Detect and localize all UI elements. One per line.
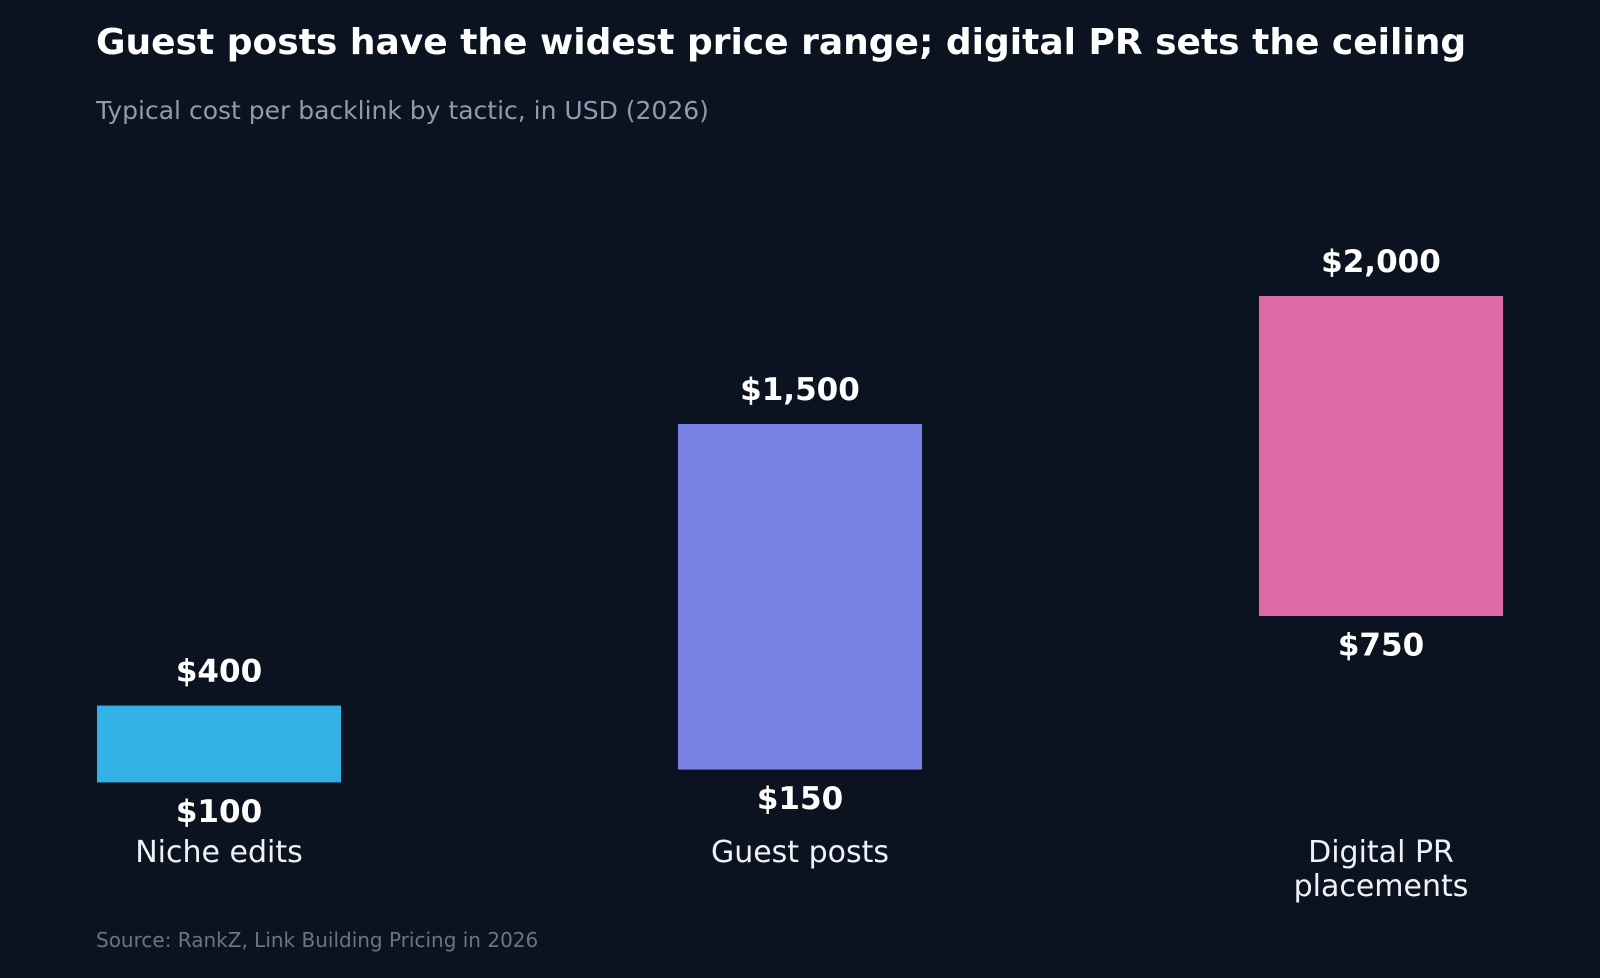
low-value-label-2: $750 <box>1338 627 1424 663</box>
range-bar-1 <box>678 424 922 770</box>
category-label-0: Niche edits <box>135 835 303 870</box>
source-note: Source: RankZ, Link Building Pricing in … <box>96 928 539 952</box>
chart-subtitle: Typical cost per backlink by tactic, in … <box>96 96 709 125</box>
category-label-2: Digital PR placements <box>1294 835 1469 904</box>
chart-title: Guest posts have the widest price range;… <box>96 22 1467 63</box>
low-value-label-1: $150 <box>757 781 843 817</box>
category-label-1: Guest posts <box>711 835 889 870</box>
high-value-label-2: $2,000 <box>1321 244 1441 280</box>
low-value-label-0: $100 <box>176 794 262 830</box>
high-value-label-1: $1,500 <box>740 372 860 408</box>
range-bar-2 <box>1259 296 1503 616</box>
high-value-label-0: $400 <box>176 654 262 690</box>
range-bar-0 <box>97 705 341 783</box>
